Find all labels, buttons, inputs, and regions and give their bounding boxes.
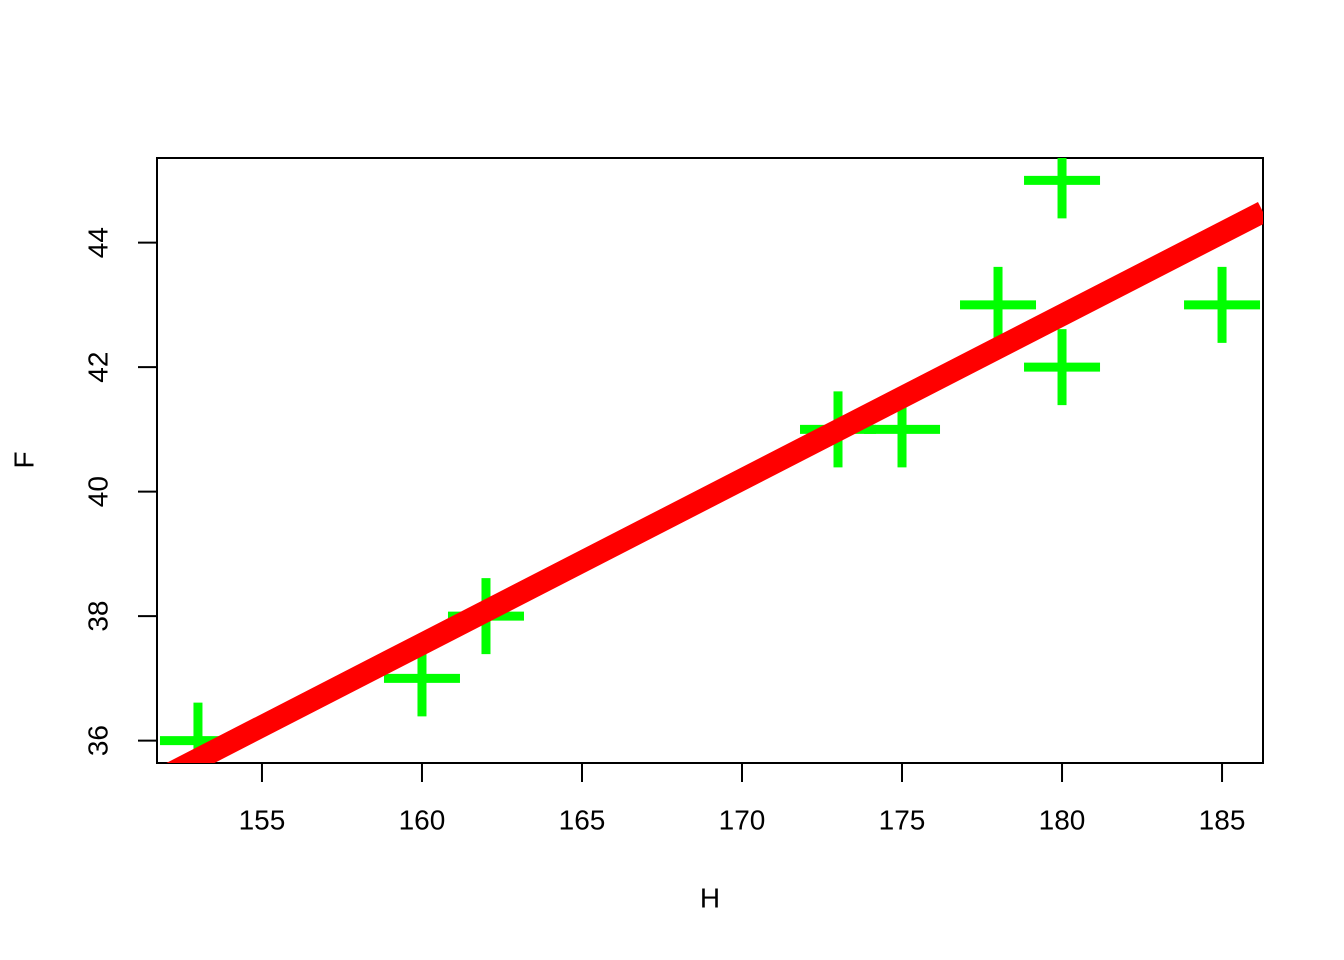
y-tick-label: 42 <box>82 352 113 383</box>
x-axis-label: H <box>700 882 720 913</box>
point <box>1184 266 1261 343</box>
point <box>960 266 1037 343</box>
x-tick-label: 170 <box>719 804 766 835</box>
x-tick-label: 185 <box>1199 804 1246 835</box>
plot-frame <box>156 157 1264 764</box>
x-tick-label: 160 <box>399 804 446 835</box>
x-tick-label: 165 <box>559 804 606 835</box>
point <box>1024 158 1101 219</box>
y-tick-label: 44 <box>82 227 113 258</box>
plot-area <box>159 158 1263 763</box>
x-tick-label: 180 <box>1039 804 1086 835</box>
y-tick-label: 36 <box>82 725 113 756</box>
y-tick-label: 40 <box>82 476 113 507</box>
point <box>1024 329 1101 406</box>
fit-line <box>166 202 1263 763</box>
x-tick-label: 155 <box>239 804 286 835</box>
y-axis-label: F <box>8 451 39 468</box>
y-tick-label: 38 <box>82 601 113 632</box>
x-tick-label: 175 <box>879 804 926 835</box>
